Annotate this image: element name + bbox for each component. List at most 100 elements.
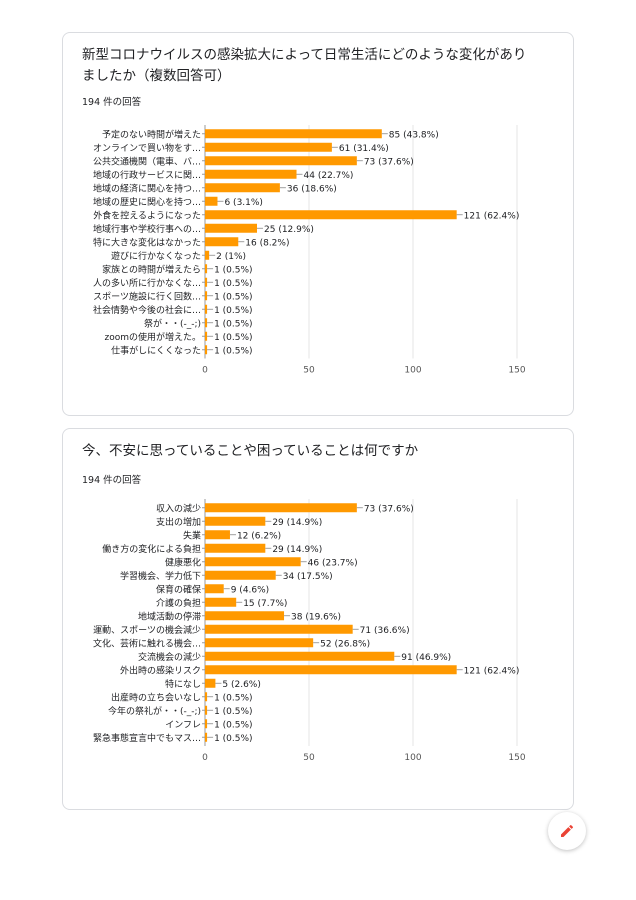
- question-card-1: 新型コロナウイルスの感染拡大によって日常生活にどのような変化がありましたか（複数…: [62, 32, 574, 416]
- data-label: 91 (46.9%): [401, 653, 451, 663]
- data-label: 52 (26.8%): [320, 639, 370, 649]
- data-label: 6 (3.1%): [224, 198, 262, 208]
- category-label: 運動、スポーツの機会減少: [93, 624, 201, 636]
- category-label: 文化、芸術に触れる機会…: [93, 637, 201, 649]
- bar[interactable]: [205, 156, 357, 166]
- bar[interactable]: [205, 732, 208, 742]
- bar[interactable]: [205, 210, 457, 220]
- category-label: 遊びに行かなくなった: [111, 250, 201, 262]
- data-label: 38 (19.6%): [291, 612, 341, 622]
- bar[interactable]: [205, 516, 266, 526]
- bar[interactable]: [205, 169, 297, 179]
- data-label: 5 (2.6%): [222, 680, 260, 690]
- category-label: 地域行事や学校行事への…: [93, 223, 201, 235]
- bar[interactable]: [205, 237, 239, 247]
- question-card-2: 今、不安に思っていることや困っていることは何ですか 194 件の回答 0 50 10…: [62, 428, 574, 810]
- data-label: 34 (17.5%): [283, 572, 333, 582]
- data-label: 1 (0.5%): [214, 346, 252, 356]
- bar[interactable]: [205, 543, 266, 553]
- bar-chart-daily-life-changes: 0 50 100 150 予定のない時間が増えた 85 (43.8%) オンラインで買い物を…: [93, 125, 526, 376]
- x-tick-label: 100: [404, 753, 421, 763]
- data-label: 44 (22.7%): [304, 171, 354, 181]
- category-label: 保育の確保: [156, 583, 201, 595]
- bar[interactable]: [205, 264, 208, 274]
- category-label: 地域活動の停滞: [138, 610, 201, 622]
- x-tick-label: 100: [404, 366, 421, 376]
- data-label: 12 (6.2%): [237, 531, 281, 541]
- data-label: 1 (0.5%): [214, 693, 252, 703]
- bar[interactable]: [205, 142, 332, 152]
- data-label: 121 (62.4%): [464, 666, 520, 676]
- category-label: 祭が・・(-_-;): [144, 317, 201, 329]
- data-label: 1 (0.5%): [214, 306, 252, 316]
- bar[interactable]: [205, 277, 208, 287]
- category-label: 収入の減少: [156, 502, 201, 514]
- bar[interactable]: [205, 318, 208, 328]
- category-label: スポーツ施設に行く回数…: [93, 290, 201, 302]
- data-label: 46 (23.7%): [308, 558, 358, 568]
- category-label: 仕事がしにくくなった: [111, 344, 201, 356]
- bar[interactable]: [205, 719, 208, 729]
- bar[interactable]: [205, 665, 457, 675]
- category-label: 予定のない時間が増えた: [102, 128, 201, 140]
- bar[interactable]: [205, 638, 314, 648]
- edit-button[interactable]: [548, 812, 586, 850]
- x-tick-label: 0: [202, 366, 208, 376]
- category-label: 学習機会、学力低下: [120, 570, 201, 582]
- data-label: 25 (12.9%): [264, 225, 314, 235]
- bar[interactable]: [205, 196, 218, 206]
- bar[interactable]: [205, 291, 208, 301]
- bar[interactable]: [205, 692, 208, 702]
- data-label: 121 (62.4%): [464, 211, 520, 221]
- data-label: 1 (0.5%): [214, 319, 252, 329]
- data-label: 1 (0.5%): [214, 292, 252, 302]
- bar[interactable]: [205, 584, 224, 594]
- data-label: 1 (0.5%): [214, 333, 252, 343]
- bar[interactable]: [205, 503, 357, 513]
- bar[interactable]: [205, 624, 353, 634]
- question-title: 今、不安に思っていることや困っていることは何ですか: [82, 443, 419, 459]
- bar[interactable]: [205, 611, 285, 621]
- bar[interactable]: [205, 331, 208, 341]
- data-label: 1 (0.5%): [214, 265, 252, 275]
- category-label: 支出の増加: [156, 516, 201, 528]
- bar[interactable]: [205, 183, 280, 193]
- data-label: 1 (0.5%): [214, 279, 252, 289]
- category-label: 交流機会の減少: [138, 651, 201, 663]
- category-label: 地域の行政サービスに関…: [93, 169, 201, 181]
- category-label: 人の多い所に行かなくな…: [93, 277, 201, 289]
- data-label: 15 (7.7%): [243, 599, 287, 609]
- x-tick-label: 50: [303, 753, 315, 763]
- bar[interactable]: [205, 570, 276, 580]
- bar[interactable]: [205, 597, 237, 607]
- data-label: 2 (1%): [216, 252, 246, 262]
- pencil-icon: [561, 824, 574, 837]
- category-label: 特に大きな変化はなかった: [93, 236, 201, 248]
- category-label: 地域の経済に関心を持つ…: [93, 182, 201, 194]
- category-label: 失業: [183, 529, 201, 541]
- category-label: 介護の負担: [156, 597, 201, 609]
- bar[interactable]: [205, 678, 216, 688]
- data-label: 36 (18.6%): [287, 184, 337, 194]
- category-label: 今年の祭礼が・・(-_-;): [108, 705, 201, 717]
- data-label: 29 (14.9%): [272, 545, 322, 555]
- response-count: 194 件の回答: [82, 97, 142, 108]
- bar[interactable]: [205, 651, 395, 661]
- bar[interactable]: [205, 345, 208, 355]
- data-label: 1 (0.5%): [214, 707, 252, 717]
- category-label: 緊急事態宣言中でもマス…: [93, 732, 201, 744]
- bar[interactable]: [205, 557, 301, 567]
- x-tick-label: 150: [508, 366, 525, 376]
- bar[interactable]: [205, 129, 382, 139]
- category-label: 家族との時間が増えたら: [102, 263, 201, 275]
- data-label: 1 (0.5%): [214, 720, 252, 730]
- bar[interactable]: [205, 250, 210, 260]
- category-label: 公共交通機関（電車、バ…: [93, 155, 201, 167]
- bar[interactable]: [205, 304, 208, 314]
- bar[interactable]: [205, 530, 230, 540]
- bar[interactable]: [205, 223, 257, 233]
- data-label: 29 (14.9%): [272, 518, 322, 528]
- bar[interactable]: [205, 705, 208, 715]
- category-label: 外出時の感染リスク: [120, 664, 201, 676]
- data-label: 16 (8.2%): [245, 238, 289, 248]
